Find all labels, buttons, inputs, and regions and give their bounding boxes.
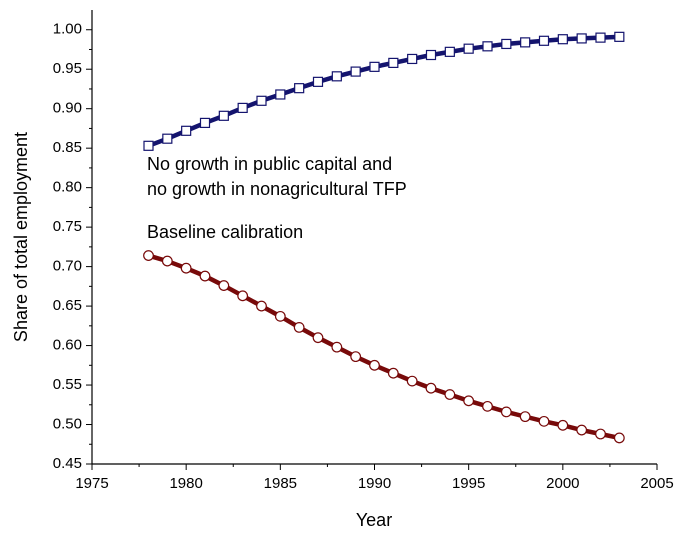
x-tick-label: 2000 xyxy=(546,475,579,492)
marker xyxy=(331,341,343,353)
marker xyxy=(181,125,192,136)
marker xyxy=(199,117,211,129)
y-tick-label: 0.70 xyxy=(53,258,82,275)
marker xyxy=(350,351,362,363)
marker xyxy=(312,332,324,344)
y-tick-label: 0.50 xyxy=(53,415,82,432)
x-tick-label: 1985 xyxy=(264,475,297,492)
x-tick-label: 1975 xyxy=(75,475,108,492)
marker xyxy=(444,46,455,57)
marker xyxy=(406,375,418,387)
series-line xyxy=(147,34,620,148)
marker xyxy=(162,133,173,144)
marker xyxy=(237,290,249,302)
marker xyxy=(501,38,512,50)
marker xyxy=(275,89,286,100)
marker xyxy=(331,71,342,82)
marker xyxy=(444,389,456,400)
marker xyxy=(538,415,550,427)
marker xyxy=(557,34,568,45)
marker xyxy=(218,280,230,291)
y-tick-label: 0.90 xyxy=(53,100,82,117)
marker xyxy=(369,359,380,371)
marker xyxy=(256,300,267,312)
y-tick-label: 0.65 xyxy=(53,297,82,314)
x-axis-title: Year xyxy=(356,510,392,530)
annotation: No growth in public capital and xyxy=(147,154,392,174)
y-tick-label: 0.55 xyxy=(53,376,82,393)
marker xyxy=(463,43,474,54)
marker xyxy=(557,419,569,431)
marker xyxy=(294,83,305,94)
marker xyxy=(218,110,229,121)
x-tick-label: 1990 xyxy=(358,475,391,492)
marker xyxy=(199,270,211,282)
marker xyxy=(500,406,512,418)
y-tick-label: 0.45 xyxy=(53,455,82,472)
y-tick-label: 0.95 xyxy=(53,60,82,77)
marker xyxy=(256,95,267,106)
marker xyxy=(595,32,606,43)
y-axis-title: Share of total employment xyxy=(11,132,31,342)
marker xyxy=(350,66,361,77)
marker xyxy=(407,53,418,65)
marker xyxy=(293,322,305,333)
y-tick-label: 0.60 xyxy=(53,337,82,354)
marker xyxy=(595,428,606,440)
marker xyxy=(237,102,248,114)
marker xyxy=(312,76,324,87)
annotation: no growth in nonagricultural TFP xyxy=(147,179,407,199)
marker xyxy=(576,424,588,436)
x-tick-label: 2005 xyxy=(640,475,673,492)
marker xyxy=(519,411,531,423)
marker xyxy=(425,49,437,61)
marker xyxy=(369,61,380,72)
marker xyxy=(425,382,437,394)
marker xyxy=(482,41,493,52)
marker xyxy=(576,33,587,44)
marker xyxy=(482,400,493,412)
y-tick-label: 0.75 xyxy=(53,218,82,235)
marker xyxy=(520,37,531,48)
series-line xyxy=(147,253,620,441)
x-tick-label: 1995 xyxy=(452,475,485,492)
marker xyxy=(387,367,399,379)
marker xyxy=(538,35,550,46)
x-tick-label: 1980 xyxy=(169,475,202,492)
y-tick-label: 0.85 xyxy=(53,139,82,156)
marker xyxy=(463,395,475,407)
marker xyxy=(614,31,625,42)
y-tick-label: 1.00 xyxy=(53,21,82,38)
marker xyxy=(143,250,154,261)
marker xyxy=(143,140,154,151)
marker xyxy=(161,255,173,267)
marker xyxy=(274,310,286,322)
y-tick-label: 0.80 xyxy=(53,179,82,196)
marker xyxy=(180,262,192,274)
annotation: Baseline calibration xyxy=(147,222,303,242)
marker xyxy=(613,432,625,444)
marker xyxy=(388,57,399,69)
